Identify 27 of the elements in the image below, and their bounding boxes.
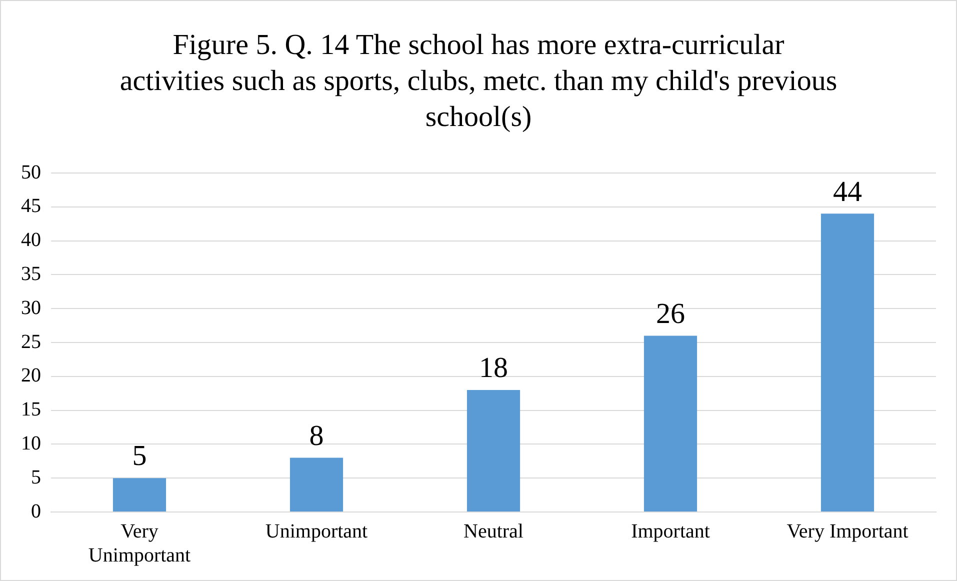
bar: [820, 214, 874, 512]
data-label: 44: [833, 176, 862, 208]
x-tick-label: Very Important: [786, 520, 909, 542]
bar: [644, 336, 698, 512]
y-tick-label: 10: [21, 432, 41, 454]
y-tick-label: 15: [21, 398, 41, 421]
y-tick-label: 25: [21, 330, 41, 353]
y-tick-label: 20: [21, 364, 41, 387]
chart-title: Figure 5. Q. 14 The school has more extra-curricular activities such as sports, clubs, metc. than my child's previous school(s): [118, 28, 838, 135]
bar: [290, 458, 344, 512]
y-tick-label: 40: [21, 229, 41, 252]
data-label: 5: [132, 440, 147, 472]
bar: [112, 478, 166, 512]
bar: [466, 390, 520, 512]
x-tick-label: Neutral: [464, 520, 524, 542]
y-tick-label: 50: [21, 161, 41, 184]
y-tick-label: 35: [21, 262, 41, 285]
data-label: 8: [309, 420, 324, 452]
y-tick-label: 5: [31, 466, 41, 488]
x-tick-label: Unimportant: [265, 520, 368, 542]
x-tick-label: Important: [631, 520, 710, 542]
y-tick-label: 30: [21, 296, 41, 319]
x-tick-label: Very Unimportant: [88, 520, 192, 566]
data-label: 18: [479, 352, 508, 384]
y-tick-label: 45: [21, 195, 41, 218]
data-label: 26: [656, 298, 685, 330]
y-tick-label: 0: [31, 500, 41, 522]
